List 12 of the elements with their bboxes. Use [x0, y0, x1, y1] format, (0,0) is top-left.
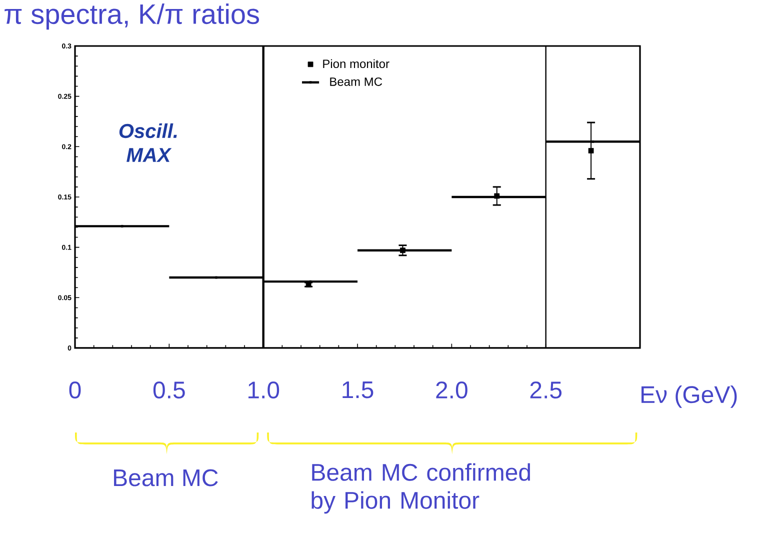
x-axis-title: Eν (GeV) — [642, 386, 737, 408]
legend-label: Pion monitor — [323, 59, 390, 68]
text: Beam MC confirmed by Pion Monitor — [312, 463, 530, 514]
annotation: Oscill. MAX — [119, 123, 177, 162]
legend-label: Beam MC — [330, 77, 382, 86]
x-tick-label: 1.5 — [342, 382, 374, 398]
x-tick-label: 2.0 — [436, 382, 468, 399]
x-tick-label: 1.0 — [248, 382, 280, 399]
x-tick-label: 0.5 — [153, 382, 185, 399]
x-tick-label: 2.5 — [530, 382, 562, 399]
chart-title: π spectra, K/π ratios — [4, 4, 260, 30]
text: Beam MC — [114, 469, 218, 486]
